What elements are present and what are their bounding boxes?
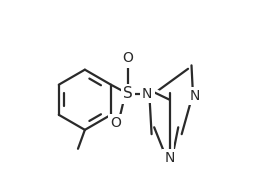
Text: O: O	[122, 51, 133, 66]
Text: N: N	[142, 87, 152, 101]
Text: N: N	[165, 151, 175, 165]
Text: N: N	[190, 89, 200, 103]
Text: O: O	[110, 116, 121, 130]
Text: S: S	[123, 86, 133, 101]
